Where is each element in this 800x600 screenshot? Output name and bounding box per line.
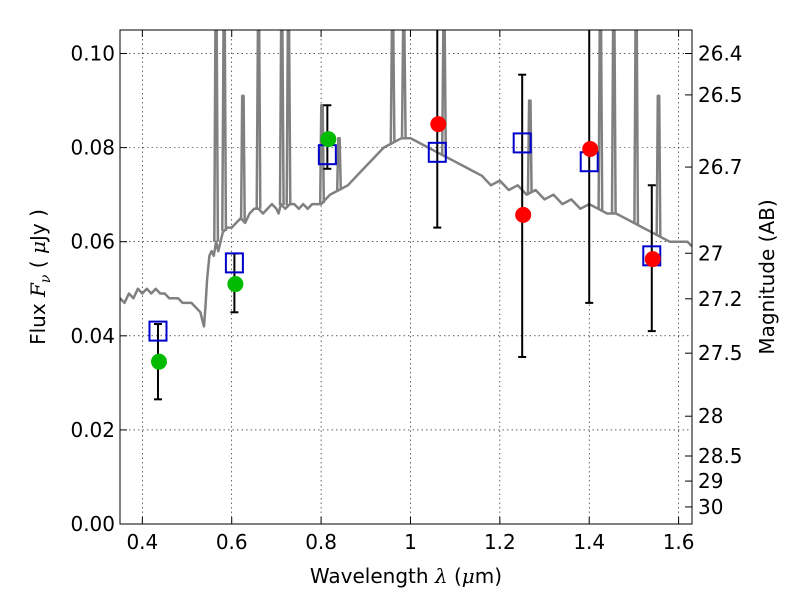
y-tick-label: 0.08 — [70, 136, 115, 160]
x-axis-label: Wavelength λ (μm) — [310, 564, 502, 588]
x-axis-label-text: Wavelength — [310, 564, 429, 588]
y-tick-label: 0.10 — [70, 42, 115, 66]
y2-tick-label: 26.5 — [698, 83, 743, 107]
emission-line — [335, 136, 343, 191]
x-axis-symbol: λ — [434, 564, 448, 588]
observed-photometry-point — [227, 276, 244, 293]
y2-tick-label: 26.7 — [698, 155, 743, 179]
y2-tick-label: 28.5 — [698, 444, 743, 468]
y2-tick-label: 30 — [698, 495, 723, 519]
y2-tick-label: 27.2 — [698, 287, 743, 311]
y-axis-symbol: F — [26, 282, 50, 298]
y-axis-unit-mu: μ — [26, 241, 50, 254]
y-axis-label: Flux Fν ( μJy ) — [26, 209, 54, 345]
y-axis-symbol-sub: ν — [38, 274, 54, 283]
emission-line — [610, 30, 617, 214]
model-photometry-square — [512, 132, 532, 154]
emission-line — [633, 30, 640, 225]
ticks: 0.4 0.6 0.8 1 1.2 1.4 1.6 0.00 0.02 0.04 0.06 0.08 0… — [70, 30, 743, 554]
y2-tick-label: 26.4 — [698, 41, 743, 65]
data-layer — [120, 30, 692, 328]
y-axis-unit-rest: Jy ) — [26, 209, 50, 243]
x-axis-unit-rest: m) — [475, 564, 502, 588]
marker-layer — [148, 30, 662, 401]
y2-tick-label: 29 — [698, 469, 723, 493]
y-axis-unit-open: ( — [26, 254, 50, 268]
y-tick-label: 0.04 — [70, 324, 115, 348]
x-tick-label: 1.4 — [573, 530, 605, 554]
x-tick-label: 0.8 — [305, 530, 337, 554]
x-tick-label: 1.2 — [484, 530, 516, 554]
plot-frame — [119, 29, 693, 525]
emission-line — [255, 30, 262, 209]
emission-line — [278, 30, 285, 206]
emission-line — [655, 94, 662, 236]
observed-photometry-point — [582, 141, 599, 158]
x-tick-label: 1.6 — [663, 530, 695, 554]
observed-photometry-point — [150, 353, 167, 370]
observed-photometry-point — [515, 206, 532, 223]
x-tick-label: 1 — [404, 530, 417, 554]
emission-line — [389, 30, 396, 143]
y2-tick-label: 27.5 — [698, 341, 743, 365]
y2-tick-label: 28 — [698, 404, 723, 428]
emission-line — [239, 94, 246, 221]
model-photometry-square — [148, 320, 168, 342]
emission-line — [285, 30, 292, 206]
emission-line — [597, 30, 604, 211]
x-axis-unit-open: ( — [448, 564, 462, 588]
y-axis-label-text: Flux — [26, 303, 50, 345]
emission-line — [440, 30, 448, 156]
model-spectrum-line — [120, 136, 692, 328]
model-photometry-square — [224, 252, 244, 274]
y-tick-label: 0.02 — [70, 418, 115, 442]
emission-line — [221, 30, 228, 231]
x-tick-label: 0.6 — [216, 530, 248, 554]
emission-line — [213, 30, 220, 242]
model-photometry-square — [427, 141, 447, 163]
x-tick-label: 0.4 — [126, 530, 158, 554]
y2-tick-label: 27 — [698, 241, 723, 265]
observed-photometry-point — [320, 131, 337, 148]
x-axis-unit-mu: μ — [462, 564, 475, 588]
observed-photometry-point — [430, 116, 447, 133]
emission-line — [318, 104, 326, 204]
observed-photometry-point — [644, 251, 661, 268]
emission-line — [400, 30, 407, 139]
y-tick-label: 0.06 — [70, 230, 115, 254]
y2-axis-label: Magnitude (AB) — [755, 199, 779, 354]
y-tick-label: 0.00 — [70, 512, 115, 536]
